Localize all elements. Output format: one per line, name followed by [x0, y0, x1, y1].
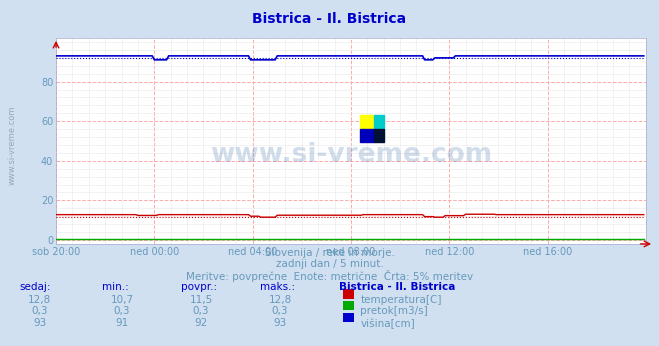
- Text: 12,8: 12,8: [268, 295, 292, 305]
- Text: www.si-vreme.com: www.si-vreme.com: [210, 143, 492, 169]
- Text: min.:: min.:: [102, 282, 129, 292]
- Text: 0,3: 0,3: [272, 306, 289, 316]
- Text: 93: 93: [273, 318, 287, 328]
- Text: Bistrica - Il. Bistrica: Bistrica - Il. Bistrica: [339, 282, 456, 292]
- Text: 11,5: 11,5: [189, 295, 213, 305]
- Text: Slovenija / reke in morje.: Slovenija / reke in morje.: [264, 248, 395, 258]
- Text: maks.:: maks.:: [260, 282, 295, 292]
- Text: 92: 92: [194, 318, 208, 328]
- Text: zadnji dan / 5 minut.: zadnji dan / 5 minut.: [275, 259, 384, 269]
- Text: 12,8: 12,8: [28, 295, 51, 305]
- Text: www.si-vreme.com: www.si-vreme.com: [8, 106, 17, 185]
- Text: povpr.:: povpr.:: [181, 282, 217, 292]
- Text: 93: 93: [33, 318, 46, 328]
- Text: temperatura[C]: temperatura[C]: [360, 295, 442, 305]
- Text: sedaj:: sedaj:: [20, 282, 51, 292]
- Text: Meritve: povprečne  Enote: metrične  Črta: 5% meritev: Meritve: povprečne Enote: metrične Črta:…: [186, 270, 473, 282]
- Text: Bistrica - Il. Bistrica: Bistrica - Il. Bistrica: [252, 12, 407, 26]
- Text: pretok[m3/s]: pretok[m3/s]: [360, 306, 428, 316]
- Text: 0,3: 0,3: [192, 306, 210, 316]
- Text: 10,7: 10,7: [110, 295, 134, 305]
- Text: 0,3: 0,3: [113, 306, 130, 316]
- Text: 91: 91: [115, 318, 129, 328]
- Text: 0,3: 0,3: [31, 306, 48, 316]
- Text: višina[cm]: višina[cm]: [360, 318, 415, 329]
